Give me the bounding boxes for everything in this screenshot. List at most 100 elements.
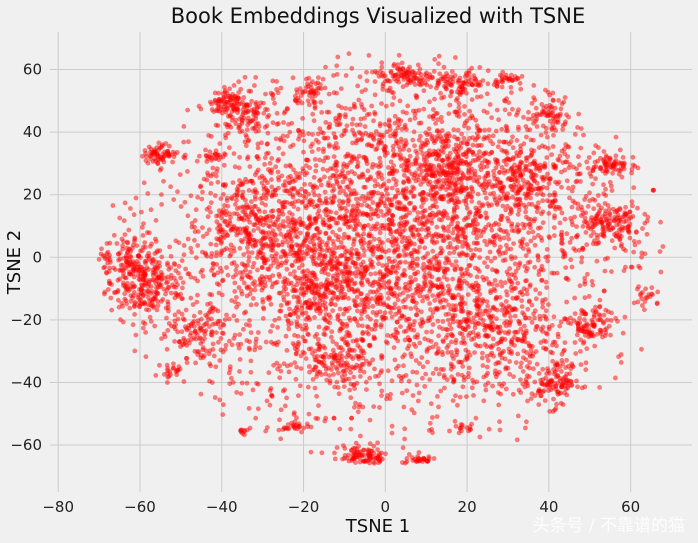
scatter-point (330, 308, 336, 314)
scatter-point (112, 267, 118, 272)
scatter-point (510, 194, 516, 200)
scatter-point (435, 318, 441, 324)
scatter-point (649, 285, 655, 291)
scatter-point (455, 220, 461, 226)
scatter-point (156, 275, 162, 281)
scatter-point (441, 64, 447, 70)
scatter-point (483, 179, 488, 184)
scatter-point (325, 155, 331, 161)
scatter-point (276, 427, 282, 433)
scatter-point (389, 423, 395, 429)
scatter-point (563, 374, 569, 380)
scatter-point (158, 144, 164, 150)
scatter-point (512, 261, 518, 267)
scatter-point (408, 306, 414, 311)
scatter-point (414, 382, 420, 388)
scatter-point (296, 340, 301, 345)
scatter-point (501, 235, 507, 241)
scatter-point (341, 235, 346, 241)
scatter-point (292, 426, 298, 431)
scatter-point (318, 99, 324, 105)
scatter-point (469, 97, 475, 102)
scatter-point (415, 289, 420, 294)
scatter-point (582, 295, 588, 301)
scatter-point (241, 280, 247, 286)
scatter-point (425, 264, 430, 270)
scatter-point (431, 233, 437, 239)
scatter-point (372, 92, 378, 98)
scatter-point (427, 420, 433, 426)
scatter-point (343, 73, 349, 78)
scatter-point (562, 347, 567, 353)
scatter-point (605, 255, 610, 261)
scatter-point (581, 340, 586, 346)
scatter-point (485, 170, 491, 176)
scatter-point (155, 303, 161, 309)
scatter-point (543, 297, 548, 302)
scatter-point (474, 123, 480, 129)
scatter-point (376, 132, 382, 138)
scatter-point (532, 235, 537, 241)
scatter-point (390, 235, 396, 241)
scatter-point (513, 275, 518, 281)
scatter-point (264, 123, 270, 129)
scatter-point (610, 225, 616, 231)
scatter-point (310, 88, 316, 93)
scatter-point (163, 280, 169, 286)
scatter-point (207, 378, 212, 384)
scatter-point (327, 373, 332, 378)
scatter-point (178, 204, 184, 209)
scatter-point (402, 426, 408, 432)
scatter-point (617, 147, 623, 153)
scatter-point (232, 280, 238, 286)
scatter-point (495, 81, 500, 87)
scatter-point (416, 137, 422, 143)
scatter-point (115, 277, 121, 283)
scatter-point (352, 404, 357, 410)
scatter-point (403, 304, 409, 310)
scatter-point (426, 226, 431, 232)
scatter-point (435, 306, 441, 312)
scatter-point (418, 323, 424, 329)
scatter-point (350, 218, 356, 224)
scatter-point (336, 345, 342, 350)
scatter-point (355, 409, 361, 415)
scatter-point (487, 249, 493, 255)
scatter-point (349, 415, 354, 421)
scatter-point (344, 455, 350, 461)
scatter-point (330, 166, 336, 172)
scatter-point (375, 246, 380, 252)
scatter-point (579, 213, 584, 219)
scatter-point (237, 124, 242, 130)
scatter-point (353, 400, 358, 406)
scatter-point (168, 265, 174, 270)
scatter-point (440, 224, 446, 230)
scatter-point (388, 69, 394, 74)
scatter-point (351, 191, 357, 197)
scatter-point (333, 232, 339, 238)
scatter-point (484, 299, 490, 305)
scatter-point (373, 319, 379, 324)
scatter-point (455, 96, 460, 101)
scatter-point (256, 128, 261, 134)
scatter-point (236, 165, 242, 171)
scatter-point (312, 243, 317, 249)
scatter-point (396, 305, 402, 311)
scatter-point (594, 232, 600, 238)
scatter-point (642, 307, 647, 313)
scatter-point (310, 132, 315, 137)
scatter-point (563, 276, 569, 281)
scatter-point (306, 191, 312, 197)
scatter-point (593, 216, 599, 222)
scatter-point (554, 367, 560, 372)
scatter-point (181, 252, 187, 258)
scatter-point (418, 238, 424, 244)
scatter-point (582, 311, 588, 317)
scatter-point (644, 231, 650, 237)
scatter-point (400, 354, 406, 360)
scatter-point (336, 391, 342, 397)
scatter-point (140, 320, 146, 325)
scatter-point (449, 89, 454, 95)
scatter-point (141, 273, 146, 279)
scatter-point (367, 342, 373, 348)
